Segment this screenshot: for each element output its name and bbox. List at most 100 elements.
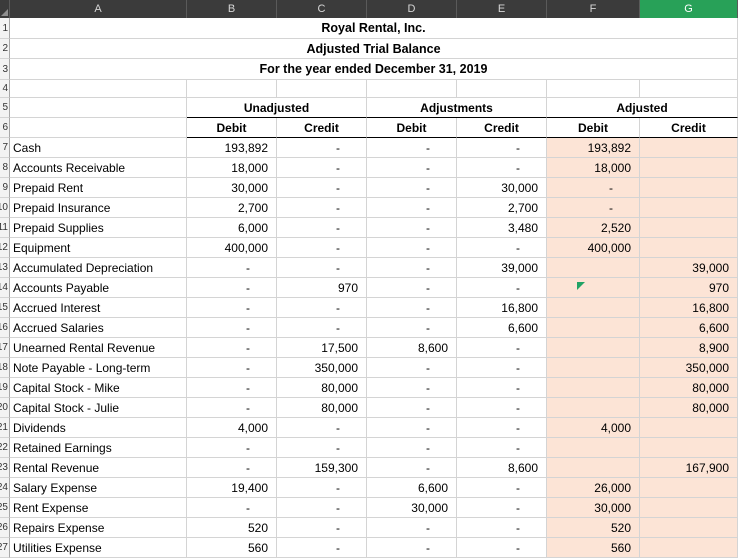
cell-value[interactable]: 560: [547, 538, 640, 558]
cell-value[interactable]: -: [187, 458, 277, 478]
cell-value[interactable]: 350,000: [640, 358, 738, 378]
row-number[interactable]: 3: [0, 59, 10, 80]
cell-account-label[interactable]: Rental Revenue: [10, 458, 187, 478]
cell-value[interactable]: -: [277, 498, 367, 518]
cell-account-label[interactable]: Rent Expense: [10, 498, 187, 518]
cell-value[interactable]: -: [277, 158, 367, 178]
row-number[interactable]: 5: [0, 98, 10, 118]
row-number[interactable]: 11: [0, 218, 10, 238]
cell-value[interactable]: -: [457, 478, 547, 498]
row-number[interactable]: 14: [0, 278, 10, 298]
cell-value[interactable]: [547, 358, 640, 378]
row-number[interactable]: 10: [0, 198, 10, 218]
cell-value[interactable]: 8,600: [457, 458, 547, 478]
cell-value[interactable]: 39,000: [640, 258, 738, 278]
cell-value[interactable]: 970: [640, 278, 738, 298]
cell-value[interactable]: -: [457, 398, 547, 418]
cell-value[interactable]: 80,000: [640, 378, 738, 398]
cell-account-label[interactable]: Unearned Rental Revenue: [10, 338, 187, 358]
cell-value[interactable]: -: [277, 238, 367, 258]
cell-value[interactable]: -: [547, 198, 640, 218]
cell-value[interactable]: 970: [277, 278, 367, 298]
empty-cell[interactable]: [457, 80, 547, 98]
cell-account-label[interactable]: Capital Stock - Julie: [10, 398, 187, 418]
row-number[interactable]: 19: [0, 378, 10, 398]
cell-account-label[interactable]: Retained Earnings: [10, 438, 187, 458]
cell-value[interactable]: -: [457, 538, 547, 558]
cell-value[interactable]: [640, 218, 738, 238]
column-header-g-selected[interactable]: G: [640, 0, 738, 18]
cell-value[interactable]: 30,000: [457, 178, 547, 198]
cell-value[interactable]: -: [367, 158, 457, 178]
cell-value[interactable]: [640, 498, 738, 518]
cell-value[interactable]: -: [277, 418, 367, 438]
cell-value[interactable]: -: [277, 298, 367, 318]
cell-value[interactable]: -: [367, 218, 457, 238]
cell-value[interactable]: 4,000: [187, 418, 277, 438]
title-company[interactable]: Royal Rental, Inc.: [10, 18, 738, 39]
cell-value[interactable]: [640, 198, 738, 218]
column-header-f[interactable]: F: [547, 0, 640, 18]
cell-value[interactable]: 167,900: [640, 458, 738, 478]
cell-value[interactable]: -: [277, 438, 367, 458]
empty-cell[interactable]: [187, 80, 277, 98]
cell-value[interactable]: [640, 418, 738, 438]
row-number[interactable]: 12: [0, 238, 10, 258]
cell-value[interactable]: -: [367, 178, 457, 198]
group-header-adjusted[interactable]: Adjusted: [547, 98, 738, 118]
cell-account-label[interactable]: Dividends: [10, 418, 187, 438]
cell-account-label[interactable]: Utilities Expense: [10, 538, 187, 558]
cell-value[interactable]: -: [187, 318, 277, 338]
cell-value[interactable]: 400,000: [547, 238, 640, 258]
row-number[interactable]: 7: [0, 138, 10, 158]
cell-value[interactable]: [547, 378, 640, 398]
cell-value[interactable]: 19,400: [187, 478, 277, 498]
cell-value[interactable]: [547, 318, 640, 338]
cell-value[interactable]: -: [367, 398, 457, 418]
cell-value[interactable]: 30,000: [187, 178, 277, 198]
cell-value[interactable]: 350,000: [277, 358, 367, 378]
row-number[interactable]: 8: [0, 158, 10, 178]
row-number[interactable]: 20: [0, 398, 10, 418]
cell-value[interactable]: -: [367, 278, 457, 298]
cell-account-label[interactable]: Accounts Receivable: [10, 158, 187, 178]
row-number[interactable]: 13: [0, 258, 10, 278]
cell-value[interactable]: 17,500: [277, 338, 367, 358]
cell-value[interactable]: [640, 478, 738, 498]
cell-value[interactable]: -: [187, 398, 277, 418]
cell-value[interactable]: 30,000: [367, 498, 457, 518]
cell-value[interactable]: [547, 338, 640, 358]
row-number[interactable]: 2: [0, 39, 10, 59]
cell-value[interactable]: -: [367, 238, 457, 258]
cell-account-label[interactable]: Prepaid Supplies: [10, 218, 187, 238]
cell-value[interactable]: -: [277, 198, 367, 218]
cell-value[interactable]: -: [457, 158, 547, 178]
cell-value[interactable]: -: [187, 338, 277, 358]
row-number[interactable]: 21: [0, 418, 10, 438]
title-report[interactable]: Adjusted Trial Balance: [10, 39, 738, 59]
row-number[interactable]: 17: [0, 338, 10, 358]
cell-value[interactable]: 80,000: [277, 398, 367, 418]
row-number[interactable]: 23: [0, 458, 10, 478]
cell-value[interactable]: 193,892: [547, 138, 640, 158]
cell-value[interactable]: -: [277, 318, 367, 338]
column-header-c[interactable]: C: [277, 0, 367, 18]
cell-value[interactable]: -: [277, 478, 367, 498]
cell-value[interactable]: [640, 238, 738, 258]
row-number[interactable]: 9: [0, 178, 10, 198]
empty-cell[interactable]: [640, 80, 738, 98]
row-number[interactable]: 22: [0, 438, 10, 458]
cell-value[interactable]: -: [367, 298, 457, 318]
column-header-d[interactable]: D: [367, 0, 457, 18]
cell-account-label[interactable]: Cash: [10, 138, 187, 158]
cell-value[interactable]: -: [187, 258, 277, 278]
cell-value[interactable]: 6,600: [640, 318, 738, 338]
cell-value[interactable]: 6,000: [187, 218, 277, 238]
cell-value[interactable]: -: [277, 218, 367, 238]
cell-value[interactable]: -: [367, 518, 457, 538]
cell-value[interactable]: -: [457, 358, 547, 378]
group-header-unadjusted[interactable]: Unadjusted: [187, 98, 367, 118]
cell-account-label[interactable]: Salary Expense: [10, 478, 187, 498]
row-number[interactable]: 16: [0, 318, 10, 338]
row-number[interactable]: 4: [0, 80, 10, 98]
